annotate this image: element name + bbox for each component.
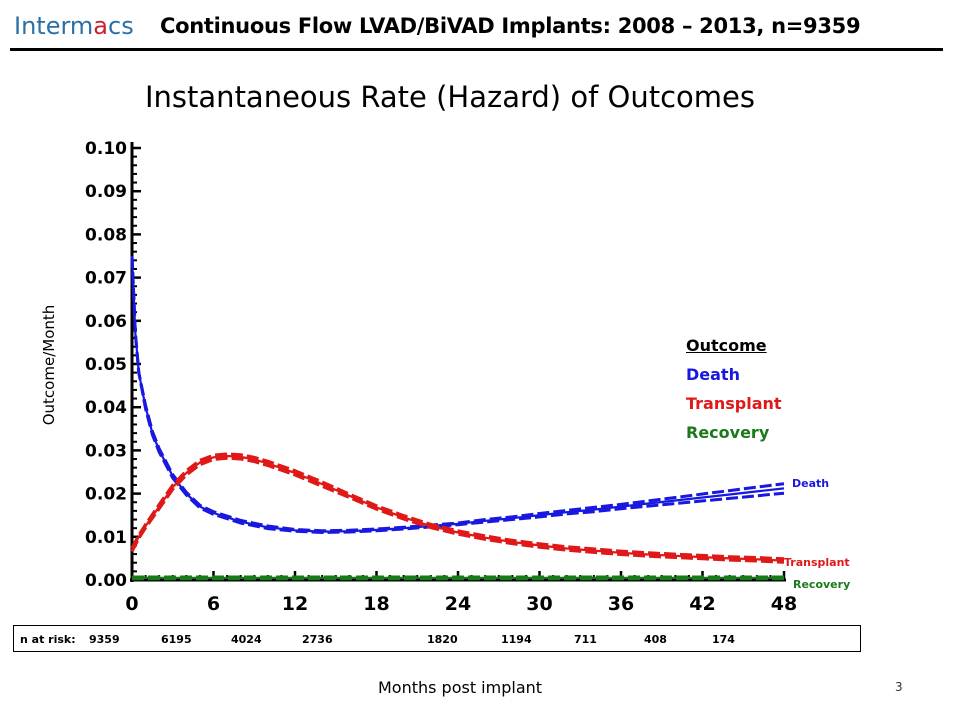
n-at-risk-table: n at risk: 9359 6195 4024 2736 1820 1194… bbox=[13, 625, 861, 652]
intermacs-logo: Intermacs bbox=[14, 12, 134, 40]
n-at-risk-value: 1820 bbox=[427, 633, 458, 646]
transplant-line bbox=[131, 454, 785, 562]
x-tick-label: 48 bbox=[771, 593, 797, 615]
x-tick-label: 0 bbox=[125, 593, 138, 615]
death-line bbox=[130, 255, 785, 533]
series-end-label: Recovery bbox=[793, 578, 850, 591]
header-divider bbox=[10, 48, 943, 51]
x-tick-label: 6 bbox=[207, 593, 220, 615]
legend-item-death: Death bbox=[686, 365, 740, 384]
x-tick-label: 18 bbox=[363, 593, 389, 615]
slide-title: Instantaneous Rate (Hazard) of Outcomes bbox=[145, 80, 755, 114]
y-tick-label: 0.02 bbox=[85, 485, 127, 505]
n-at-risk-value: 6195 bbox=[161, 633, 192, 646]
legend: Outcome Death Transplant Recovery bbox=[686, 336, 782, 452]
n-at-risk-value: 1194 bbox=[501, 633, 532, 646]
x-axis-label: Months post implant bbox=[377, 678, 543, 697]
n-at-risk-value: 4024 bbox=[231, 633, 262, 646]
series-end-label: Death bbox=[792, 477, 829, 490]
y-tick-label: 0.06 bbox=[85, 312, 127, 332]
page-number: 3 bbox=[895, 680, 903, 694]
n-at-risk-value: 711 bbox=[574, 633, 597, 646]
n-at-risk-label: n at risk: bbox=[20, 633, 76, 646]
y-tick-label: 0.09 bbox=[85, 182, 127, 202]
n-at-risk-value: 408 bbox=[644, 633, 667, 646]
n-at-risk-value: 2736 bbox=[302, 633, 333, 646]
y-tick-label: 0.10 bbox=[85, 139, 127, 159]
header-title: Continuous Flow LVAD/BiVAD Implants: 200… bbox=[160, 14, 861, 38]
legend-item-recovery: Recovery bbox=[686, 423, 770, 442]
y-tick-label: 0.05 bbox=[85, 355, 127, 375]
transplant-lower-ci bbox=[130, 456, 785, 564]
x-tick-label: 42 bbox=[689, 593, 715, 615]
y-tick-label: 0.07 bbox=[85, 269, 127, 289]
n-at-risk-value: 174 bbox=[712, 633, 735, 646]
transplant-upper-ci bbox=[130, 452, 785, 561]
x-tick-label: 24 bbox=[445, 593, 471, 615]
legend-item-transplant: Transplant bbox=[686, 394, 782, 413]
y-tick-label: 0.00 bbox=[85, 571, 127, 591]
x-tick-label: 36 bbox=[608, 593, 634, 615]
x-tick-label: 30 bbox=[526, 593, 552, 615]
y-tick-label: 0.08 bbox=[85, 225, 127, 245]
y-tick-label: 0.04 bbox=[85, 398, 127, 418]
series-end-label: Transplant bbox=[784, 556, 850, 569]
y-tick-label: 0.01 bbox=[85, 528, 127, 548]
n-at-risk-value: 9359 bbox=[89, 633, 120, 646]
legend-heading: Outcome bbox=[686, 336, 767, 355]
y-tick-label: 0.03 bbox=[85, 441, 127, 461]
y-axis-label: Outcome/Month bbox=[40, 304, 58, 426]
x-tick-label: 12 bbox=[282, 593, 308, 615]
